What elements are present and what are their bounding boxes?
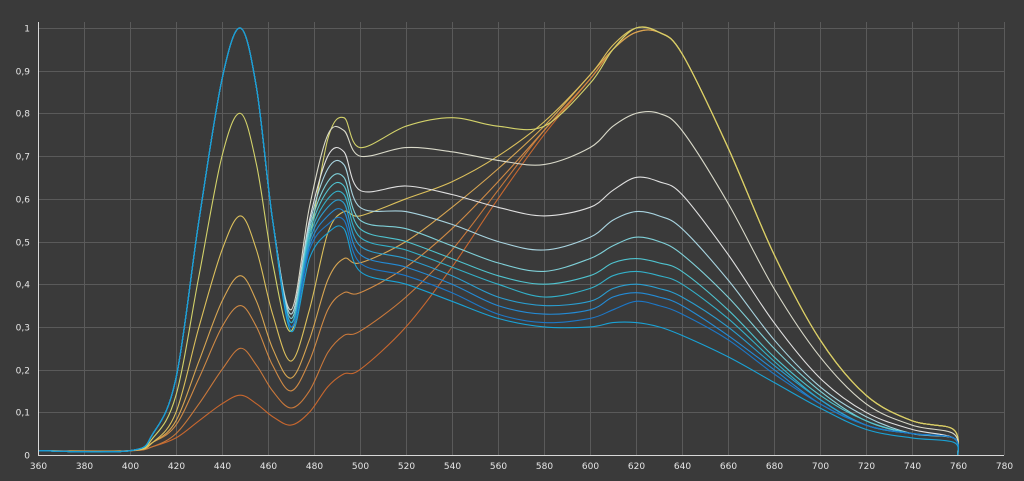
y-tick-label: 0,4 (16, 281, 31, 291)
x-tick-label: 480 (306, 462, 323, 472)
x-tick-label: 540 (444, 462, 461, 472)
x-tick-label: 700 (812, 462, 829, 472)
x-tick-labels: 360 380 400 420 440 460 480 500 520 540 560 580 600 6… (30, 462, 1013, 472)
y-tick-label: 0,9 (16, 68, 31, 78)
x-tick-label: 720 (858, 462, 875, 472)
x-tick-label: 580 (536, 462, 553, 472)
y-tick-label: 1 (24, 25, 30, 35)
x-tick-label: 380 (76, 462, 93, 472)
y-tick-labels: 0 0,1 0,2 0,3 0,4 0,5 0,6 0,7 0,8 0,9 1 (16, 25, 31, 462)
x-tick-label: 360 (30, 462, 47, 472)
y-tick-label: 0 (24, 452, 30, 462)
axes (38, 22, 1004, 456)
y-tick-label: 0,7 (16, 153, 30, 163)
x-tick-label: 620 (628, 462, 645, 472)
x-tick-label: 600 (582, 462, 599, 472)
x-tick-label: 460 (260, 462, 277, 472)
y-tick-label: 0,3 (16, 324, 30, 334)
y-tick-label: 0,1 (16, 409, 30, 419)
x-tick-label: 420 (168, 462, 185, 472)
y-tick-label: 0,2 (16, 367, 30, 377)
y-tick-label: 0,8 (16, 110, 31, 120)
series-line-16 (37, 27, 959, 456)
series-group (37, 26, 959, 456)
y-tick-label: 0,6 (16, 196, 31, 206)
x-tick-label: 400 (122, 462, 139, 472)
series-line-6 (37, 26, 959, 456)
x-tick-label: 440 (214, 462, 231, 472)
x-tick-label: 760 (950, 462, 967, 472)
x-tick-label: 500 (352, 462, 369, 472)
x-tick-label: 640 (674, 462, 691, 472)
y-tick-label: 0,5 (16, 239, 30, 249)
x-tick-label: 780 (996, 462, 1013, 472)
x-tick-label: 560 (490, 462, 507, 472)
x-tick-label: 680 (766, 462, 783, 472)
x-tick-label: 520 (398, 462, 415, 472)
x-tick-label: 660 (720, 462, 737, 472)
x-tick-label: 740 (904, 462, 921, 472)
